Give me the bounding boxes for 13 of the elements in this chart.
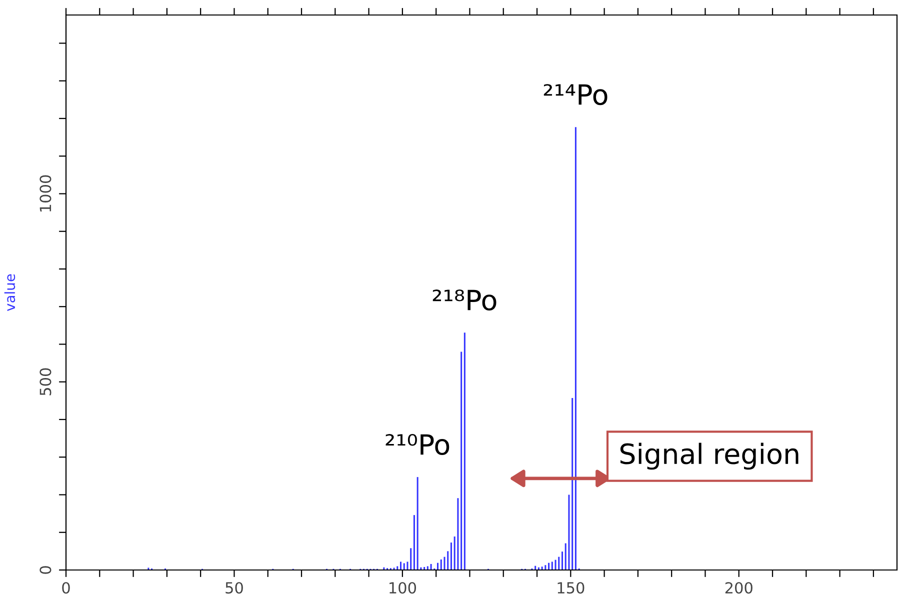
y-tick-label: 0: [40, 566, 52, 574]
annotation: ²¹⁰Po: [386, 434, 450, 456]
annotation: Signal region: [620, 442, 798, 470]
x-tick-label: 50: [226, 582, 243, 594]
annotation: ²¹⁴Po: [544, 84, 608, 106]
x-tick-label: 0: [62, 582, 70, 594]
annotation: ²¹⁸Po: [432, 290, 496, 311]
x-tick-label: 100: [390, 582, 416, 594]
y-tick-label: 1000: [40, 175, 52, 212]
x-tick-label: 150: [558, 582, 584, 594]
y-axis-title: value: [4, 274, 16, 312]
x-tick-label: 200: [725, 582, 752, 594]
y-tick-label: 500: [40, 368, 52, 396]
